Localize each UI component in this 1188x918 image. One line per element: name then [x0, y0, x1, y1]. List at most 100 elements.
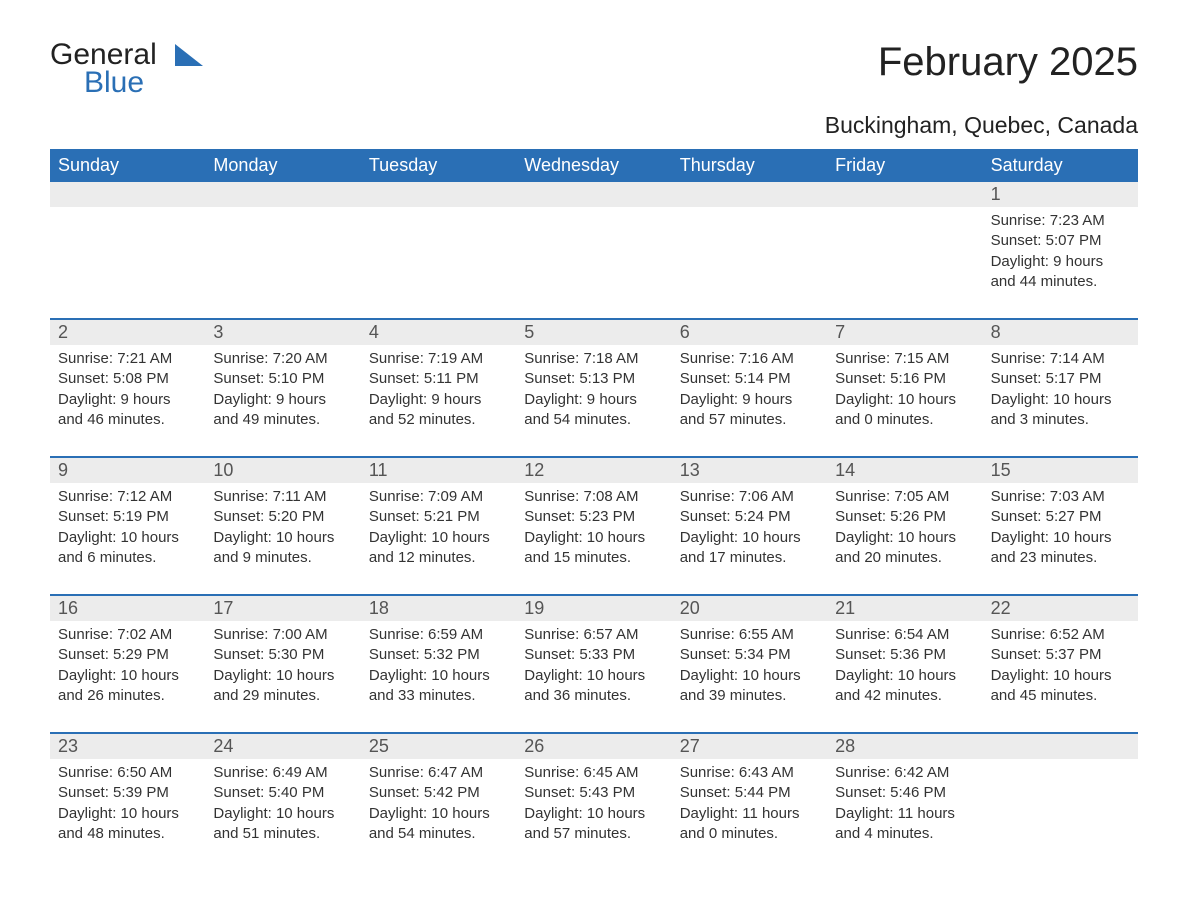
day-number: 22 — [983, 596, 1138, 621]
daynum-row: 1 — [50, 182, 1138, 207]
day-number: 15 — [983, 458, 1138, 483]
weekday-header: Sunday — [50, 149, 205, 182]
day-cell — [205, 207, 360, 298]
daylight-text: Daylight: 10 hours and 20 minutes. — [835, 528, 974, 569]
daylight-text: Daylight: 10 hours and 3 minutes. — [991, 390, 1130, 431]
day-cell: Sunrise: 7:18 AMSunset: 5:13 PMDaylight:… — [516, 345, 671, 436]
day-number: 12 — [516, 458, 671, 483]
month-title: February 2025 — [878, 40, 1138, 85]
day-cell: Sunrise: 6:54 AMSunset: 5:36 PMDaylight:… — [827, 621, 982, 712]
week-row: 232425262728Sunrise: 6:50 AMSunset: 5:39… — [50, 732, 1138, 850]
weekday-header-row: SundayMondayTuesdayWednesdayThursdayFrid… — [50, 149, 1138, 182]
daylight-text: Daylight: 9 hours and 44 minutes. — [991, 252, 1130, 293]
day-cell: Sunrise: 7:21 AMSunset: 5:08 PMDaylight:… — [50, 345, 205, 436]
header: General Blue February 2025 — [50, 40, 1138, 98]
week-row: 16171819202122Sunrise: 7:02 AMSunset: 5:… — [50, 594, 1138, 712]
day-cell: Sunrise: 6:55 AMSunset: 5:34 PMDaylight:… — [672, 621, 827, 712]
sunrise-text: Sunrise: 7:19 AM — [369, 349, 508, 369]
day-number: 17 — [205, 596, 360, 621]
day-cell: Sunrise: 6:49 AMSunset: 5:40 PMDaylight:… — [205, 759, 360, 850]
sunrise-text: Sunrise: 6:43 AM — [680, 763, 819, 783]
sunset-text: Sunset: 5:26 PM — [835, 507, 974, 527]
day-number: 20 — [672, 596, 827, 621]
day-number: 14 — [827, 458, 982, 483]
sunset-text: Sunset: 5:42 PM — [369, 783, 508, 803]
sunrise-text: Sunrise: 7:05 AM — [835, 487, 974, 507]
day-number: 27 — [672, 734, 827, 759]
daylight-text: Daylight: 10 hours and 36 minutes. — [524, 666, 663, 707]
sunset-text: Sunset: 5:10 PM — [213, 369, 352, 389]
sunset-text: Sunset: 5:32 PM — [369, 645, 508, 665]
daylight-text: Daylight: 10 hours and 51 minutes. — [213, 804, 352, 845]
day-cell: Sunrise: 7:02 AMSunset: 5:29 PMDaylight:… — [50, 621, 205, 712]
cells-row: Sunrise: 7:23 AMSunset: 5:07 PMDaylight:… — [50, 207, 1138, 298]
weekday-header: Friday — [827, 149, 982, 182]
daylight-text: Daylight: 11 hours and 0 minutes. — [680, 804, 819, 845]
weekday-header: Wednesday — [516, 149, 671, 182]
sunrise-text: Sunrise: 7:23 AM — [991, 211, 1130, 231]
daynum-row: 9101112131415 — [50, 458, 1138, 483]
sunset-text: Sunset: 5:19 PM — [58, 507, 197, 527]
day-cell: Sunrise: 7:20 AMSunset: 5:10 PMDaylight:… — [205, 345, 360, 436]
daynum-row: 232425262728 — [50, 734, 1138, 759]
day-number: 5 — [516, 320, 671, 345]
day-cell: Sunrise: 7:23 AMSunset: 5:07 PMDaylight:… — [983, 207, 1138, 298]
daylight-text: Daylight: 10 hours and 15 minutes. — [524, 528, 663, 569]
day-cell: Sunrise: 6:52 AMSunset: 5:37 PMDaylight:… — [983, 621, 1138, 712]
day-number: 8 — [983, 320, 1138, 345]
day-number: 3 — [205, 320, 360, 345]
day-number: 10 — [205, 458, 360, 483]
day-cell: Sunrise: 7:11 AMSunset: 5:20 PMDaylight:… — [205, 483, 360, 574]
day-cell: Sunrise: 7:15 AMSunset: 5:16 PMDaylight:… — [827, 345, 982, 436]
daylight-text: Daylight: 10 hours and 9 minutes. — [213, 528, 352, 569]
day-number: 28 — [827, 734, 982, 759]
day-number: 2 — [50, 320, 205, 345]
sunset-text: Sunset: 5:20 PM — [213, 507, 352, 527]
day-number: 9 — [50, 458, 205, 483]
cells-row: Sunrise: 7:12 AMSunset: 5:19 PM Daylight:… — [50, 483, 1138, 574]
logo-word-blue: Blue — [84, 68, 157, 98]
day-cell: Sunrise: 7:19 AMSunset: 5:11 PMDaylight:… — [361, 345, 516, 436]
sunset-text: Sunset: 5:36 PM — [835, 645, 974, 665]
sunrise-text: Sunrise: 6:57 AM — [524, 625, 663, 645]
sunset-text: Sunset: 5:13 PM — [524, 369, 663, 389]
sunset-text: Sunset: 5:43 PM — [524, 783, 663, 803]
sunrise-text: Sunrise: 7:03 AM — [991, 487, 1130, 507]
daylight-text: Daylight: 9 hours and 54 minutes. — [524, 390, 663, 431]
day-number: 19 — [516, 596, 671, 621]
logo-flag-icon — [161, 44, 203, 74]
day-cell: Sunrise: 7:05 AMSunset: 5:26 PMDaylight:… — [827, 483, 982, 574]
sunset-text: Sunset: 5:30 PM — [213, 645, 352, 665]
sunrise-text: Sunrise: 7:21 AM — [58, 349, 197, 369]
sunset-text: Sunset: 5:14 PM — [680, 369, 819, 389]
sunrise-text: Sunrise: 7:12 AM — [58, 487, 197, 507]
day-number — [205, 182, 360, 207]
sunrise-text: Sunrise: 7:06 AM — [680, 487, 819, 507]
sunrise-text: Sunrise: 7:08 AM — [524, 487, 663, 507]
sunrise-text: Sunrise: 7:15 AM — [835, 349, 974, 369]
day-cell: Sunrise: 6:57 AMSunset: 5:33 PMDaylight:… — [516, 621, 671, 712]
week-row: 2345678Sunrise: 7:21 AMSunset: 5:08 PMDa… — [50, 318, 1138, 436]
day-number: 7 — [827, 320, 982, 345]
day-number: 6 — [672, 320, 827, 345]
day-cell: Sunrise: 7:09 AMSunset: 5:21 PMDaylight:… — [361, 483, 516, 574]
daylight-text: Daylight: 10 hours and 45 minutes. — [991, 666, 1130, 707]
daylight-text: Daylight: 10 hours and 54 minutes. — [369, 804, 508, 845]
sunrise-text: Sunrise: 7:16 AM — [680, 349, 819, 369]
sunrise-text: Sunrise: 6:54 AM — [835, 625, 974, 645]
sunset-text: Sunset: 5:27 PM — [991, 507, 1130, 527]
sunrise-text: Sunrise: 6:42 AM — [835, 763, 974, 783]
sunrise-text: Sunrise: 7:02 AM — [58, 625, 197, 645]
daylight-text: Daylight: 10 hours and 39 minutes. — [680, 666, 819, 707]
weeks-container: 1Sunrise: 7:23 AMSunset: 5:07 PMDaylight… — [50, 182, 1138, 850]
sunrise-text: Sunrise: 7:09 AM — [369, 487, 508, 507]
daylight-text: Daylight: 10 hours and 0 minutes. — [835, 390, 974, 431]
day-cell: Sunrise: 6:59 AMSunset: 5:32 PMDaylight:… — [361, 621, 516, 712]
sunset-text: Sunset: 5:17 PM — [991, 369, 1130, 389]
day-cell: Sunrise: 7:08 AMSunset: 5:23 PMDaylight:… — [516, 483, 671, 574]
sunset-text: Sunset: 5:37 PM — [991, 645, 1130, 665]
weekday-header: Thursday — [672, 149, 827, 182]
day-number — [50, 182, 205, 207]
sunset-text: Sunset: 5:16 PM — [835, 369, 974, 389]
day-number — [516, 182, 671, 207]
